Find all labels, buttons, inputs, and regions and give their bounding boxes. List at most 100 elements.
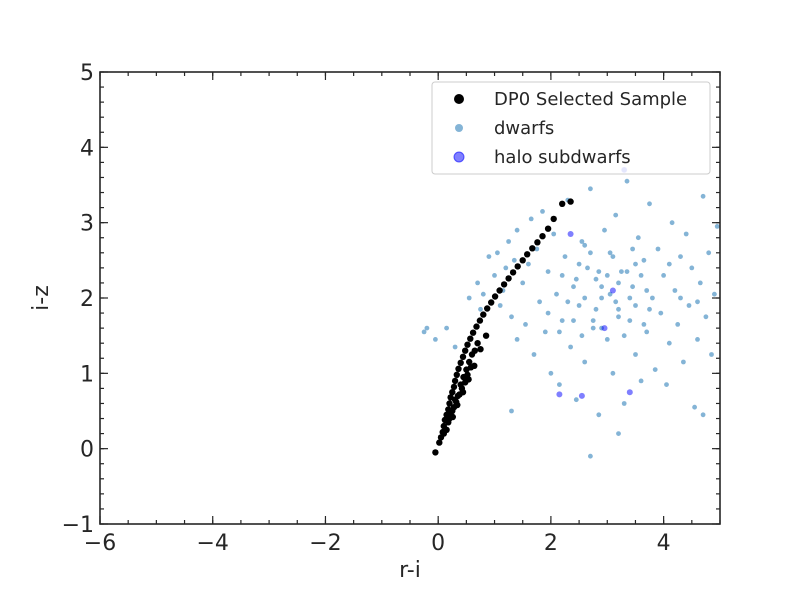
halo-subdwarfs-point-0 xyxy=(567,231,574,237)
dp0-selected-sample-point-36 xyxy=(539,233,546,240)
dwarfs-point-128 xyxy=(509,408,514,414)
y-tick-label: −1 xyxy=(62,513,94,538)
dwarfs-point-87 xyxy=(709,352,714,357)
dp0-selected-sample-point-18 xyxy=(464,341,471,348)
dwarfs-point-47 xyxy=(596,412,602,418)
dp0-selected-sample-point-34 xyxy=(529,245,536,252)
legend-marker-halo xyxy=(453,151,465,163)
dwarfs-point-84 xyxy=(700,193,706,199)
dp0-selected-sample-point-20 xyxy=(469,329,477,336)
dp0-selected-sample-point-31 xyxy=(514,263,521,270)
dwarfs-point-25 xyxy=(534,246,540,252)
dp0-selected-sample-point-21 xyxy=(473,323,480,330)
points-layer xyxy=(421,166,720,459)
dp0-selected-sample-point-1 xyxy=(436,439,443,446)
dwarfs-point-69 xyxy=(658,310,664,316)
dp0-selected-sample-point-68 xyxy=(477,346,484,353)
dwarfs-point-82 xyxy=(695,337,700,342)
dwarfs-point-67 xyxy=(652,367,658,372)
dp0-selected-sample-point-35 xyxy=(534,239,541,246)
dp0-selected-sample-point-54 xyxy=(445,419,452,426)
dwarfs-point-124 xyxy=(695,299,700,305)
dwarfs-point-37 xyxy=(568,344,573,350)
dwarfs-point-29 xyxy=(545,269,551,274)
dwarfs-point-103 xyxy=(627,295,633,301)
dp0-selected-sample-point-29 xyxy=(505,275,512,282)
dwarfs-point-21 xyxy=(523,322,528,327)
halo-subdwarfs-point-5 xyxy=(556,391,563,398)
dwarfs-point-78 xyxy=(683,231,689,237)
dwarfs-point-39 xyxy=(573,397,579,403)
dwarfs-point-114 xyxy=(647,306,652,312)
dp0-selected-sample-point-17 xyxy=(462,347,469,354)
dwarfs-point-22 xyxy=(526,261,531,267)
legend-label-halo: halo subdwarfs xyxy=(494,147,631,168)
dwarfs-point-24 xyxy=(531,352,537,357)
dwarfs-point-14 xyxy=(503,265,509,271)
dp0-selected-sample-point-14 xyxy=(455,365,462,372)
dwarfs-point-43 xyxy=(585,265,590,271)
dwarfs-point-123 xyxy=(678,295,683,301)
legend-label-dp0: DP0 Selected Sample xyxy=(494,89,687,110)
dp0-selected-sample-point-0 xyxy=(432,449,439,456)
dp0-selected-sample-point-19 xyxy=(467,335,474,342)
halo-subdwarfs-point-4 xyxy=(578,392,585,399)
dwarfs-point-99 xyxy=(638,273,644,278)
dwarfs-point-4 xyxy=(452,344,458,350)
dwarfs-point-70 xyxy=(661,273,666,278)
dwarfs-point-90 xyxy=(559,273,565,278)
dwarfs-point-48 xyxy=(599,295,604,301)
dwarfs-point-6 xyxy=(475,280,480,286)
dwarfs-point-26 xyxy=(537,299,542,305)
dp0-selected-sample-point-30 xyxy=(509,269,517,276)
legend-marker-dwarfs xyxy=(455,124,463,132)
dwarfs-point-51 xyxy=(607,250,613,256)
dwarfs-point-120 xyxy=(545,310,551,316)
dwarfs-point-15 xyxy=(506,239,511,244)
dp0-selected-sample-point-28 xyxy=(500,281,508,288)
dp0-selected-sample-point-12 xyxy=(451,377,459,385)
dp0-selected-sample-point-49 xyxy=(466,358,473,366)
dp0-selected-sample-point-67 xyxy=(471,362,478,369)
dp0-selected-sample-point-13 xyxy=(453,371,460,378)
dwarfs-point-112 xyxy=(613,299,619,305)
dwarfs-point-28 xyxy=(542,329,548,335)
dwarfs-point-74 xyxy=(672,288,678,293)
dwarfs-point-42 xyxy=(582,359,588,365)
dwarfs-point-104 xyxy=(644,288,650,293)
dwarfs-point-113 xyxy=(630,246,635,252)
x-tick-label: −4 xyxy=(197,531,229,556)
dp0-selected-sample-point-65 xyxy=(459,389,467,396)
dwarfs-point-17 xyxy=(511,257,517,263)
y-tick-label: 4 xyxy=(80,136,94,161)
dwarfs-point-108 xyxy=(616,314,621,320)
dwarfs-point-9 xyxy=(486,254,492,259)
x-tick-label: 0 xyxy=(431,531,445,556)
halo-subdwarfs-point-6 xyxy=(626,389,633,396)
dp0-selected-sample-point-40 xyxy=(567,198,574,205)
dwarfs-point-83 xyxy=(697,280,703,286)
dwarfs-point-118 xyxy=(624,269,630,274)
x-tick-label: −6 xyxy=(84,531,116,556)
dwarfs-point-59 xyxy=(630,284,635,290)
dwarfs-point-60 xyxy=(633,352,638,357)
x-axis-label: r-i xyxy=(399,558,421,583)
x-tick-label: 2 xyxy=(544,531,558,556)
dwarfs-point-76 xyxy=(678,254,683,259)
dwarfs-point-129 xyxy=(700,412,706,418)
dp0-selected-sample-point-39 xyxy=(559,200,566,207)
dwarfs-point-126 xyxy=(588,453,593,459)
dwarfs-point-56 xyxy=(621,401,627,406)
dwarfs-point-77 xyxy=(681,359,686,365)
dwarfs-point-23 xyxy=(528,216,534,222)
dwarfs-point-122 xyxy=(666,261,672,267)
dwarfs-point-2 xyxy=(433,337,438,342)
dwarfs-point-96 xyxy=(588,250,593,256)
dwarfs-point-38 xyxy=(571,284,576,290)
dwarfs-point-79 xyxy=(686,303,692,308)
y-tick-label: 1 xyxy=(80,362,94,387)
dwarfs-point-89 xyxy=(714,224,720,229)
dwarfs-point-102 xyxy=(610,254,616,259)
